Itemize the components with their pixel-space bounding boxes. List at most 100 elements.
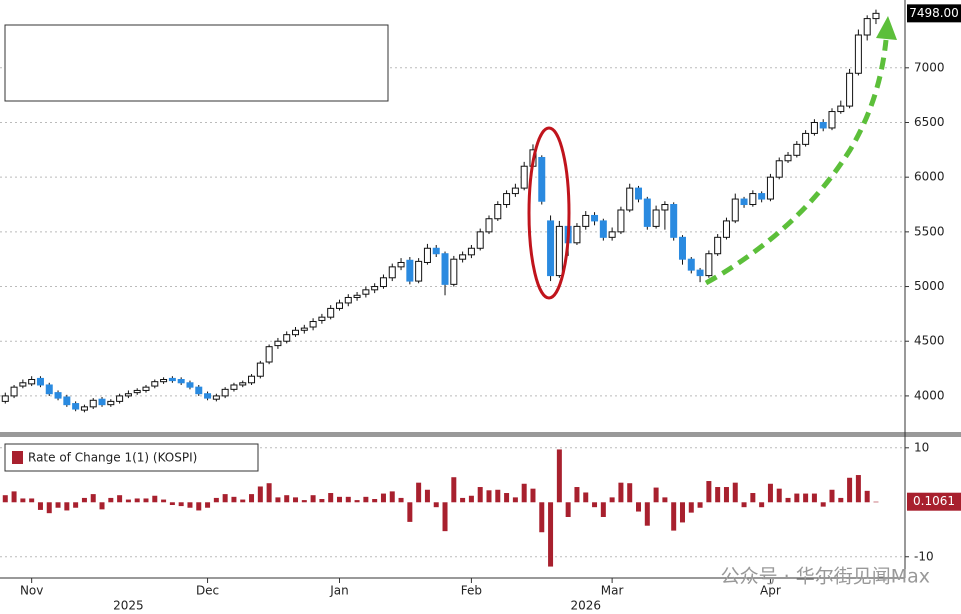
candle-body [547, 220, 555, 277]
candle-body [397, 261, 405, 268]
roc-bar [301, 500, 307, 503]
roc-bar [363, 496, 369, 503]
roc-bar [644, 502, 650, 526]
candle-body [432, 247, 440, 255]
candle-body [371, 286, 379, 291]
roc-bar [521, 483, 527, 503]
candle-body [617, 209, 625, 233]
candle-body [36, 377, 44, 386]
candle-body [608, 231, 616, 238]
candle-body [573, 225, 581, 244]
roc-bar [117, 495, 123, 503]
roc-bar [73, 502, 79, 508]
roc-bar [231, 496, 237, 503]
candle-body [204, 393, 212, 399]
roc-bar [442, 502, 448, 532]
roc-bar [636, 502, 642, 512]
x-tick-label: Nov [20, 584, 43, 598]
candle-body [599, 220, 607, 238]
candle-body [520, 165, 528, 189]
candle-body [248, 375, 256, 384]
candle-body [230, 384, 238, 390]
candle-body [274, 340, 282, 347]
roc-bar [433, 502, 439, 508]
candle-body [186, 382, 194, 388]
roc-bar [803, 493, 809, 503]
x-tick-label: Dec [196, 584, 219, 598]
roc-bar [847, 477, 853, 503]
roc-bar [530, 488, 536, 503]
candle-body [107, 400, 115, 406]
roc-bar [715, 487, 721, 503]
candle-body [177, 379, 185, 384]
roc-bar [776, 488, 782, 503]
y-tick-label: 6500 [914, 115, 945, 129]
legend-swatch [12, 451, 23, 464]
roc-bar [829, 489, 835, 503]
candle-body [810, 121, 818, 134]
roc-bar [583, 492, 589, 503]
candle-body [28, 379, 36, 385]
roc-bar [767, 483, 773, 503]
candle-body [160, 379, 168, 383]
roc-bar [125, 499, 131, 503]
roc-bar [46, 502, 52, 514]
roc-bar [416, 482, 422, 503]
y-tick-label: 4500 [914, 334, 945, 348]
candle-body [54, 392, 62, 399]
year-label: 2026 [570, 599, 601, 613]
legend-box [4, 24, 389, 102]
roc-bar [266, 483, 272, 503]
roc-bar [310, 495, 316, 503]
roc-bar [495, 489, 501, 503]
candle-body [195, 386, 203, 395]
trend-arrow [704, 39, 889, 286]
roc-bar [2, 495, 8, 503]
candle-body [643, 198, 651, 227]
roc-bar [134, 498, 140, 503]
roc-bar [20, 498, 26, 503]
roc-bar [759, 502, 765, 508]
roc-bar [424, 489, 430, 503]
candle-body [784, 154, 792, 162]
roc-bar [205, 502, 211, 508]
candle-body [256, 362, 264, 377]
candle-body [168, 377, 176, 382]
candle-body [45, 384, 53, 395]
roc-bar [257, 486, 263, 503]
arrow-head [876, 16, 897, 40]
roc-bar [609, 497, 615, 503]
roc-bar [99, 502, 105, 510]
roc-bar [855, 475, 861, 503]
roc-bar [249, 494, 255, 503]
candle-body [678, 236, 686, 260]
roc-bar [574, 487, 580, 503]
y-tick-label: -10 [914, 549, 934, 563]
roc-bar [556, 449, 562, 503]
candle-body [133, 389, 141, 394]
watermark: 公众号 · 华尔街见闻Max [721, 566, 930, 588]
y-tick-label: 5000 [914, 279, 945, 293]
candle-body [441, 253, 449, 285]
candle-body [846, 72, 854, 107]
roc-bar [319, 499, 325, 503]
candle-body [265, 346, 273, 363]
roc-bar [539, 502, 545, 533]
candle-body [635, 187, 643, 200]
candle-body [626, 187, 634, 211]
candle-body [555, 225, 563, 277]
roc-bar [592, 502, 598, 508]
roc-bar [240, 499, 246, 503]
roc-bar [477, 487, 483, 503]
candle-body [353, 294, 361, 298]
candle-body [494, 204, 502, 220]
candle-body [415, 260, 423, 282]
candle-body [423, 247, 431, 263]
roc-bar [222, 494, 228, 503]
roc-bar [178, 502, 184, 507]
candle-body [116, 395, 124, 402]
roc-bar [468, 495, 474, 503]
legend-label: Rate of Change 1(1) (KOSPI) [28, 451, 197, 465]
candle-body [476, 231, 484, 249]
panel-separator [0, 432, 961, 437]
